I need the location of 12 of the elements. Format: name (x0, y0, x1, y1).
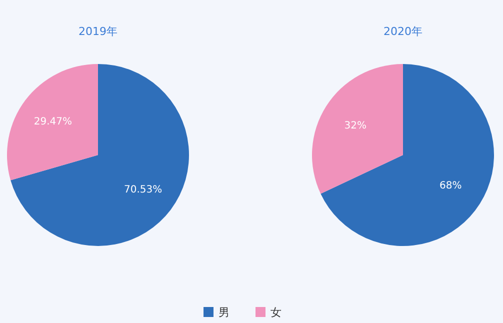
pie-slice (10, 64, 189, 246)
pie-slice (7, 64, 98, 180)
data-label: 29.47% (34, 116, 72, 128)
legend-label: 女 (270, 306, 282, 319)
data-label: 70.53% (124, 184, 162, 196)
chart-title: 2020年 (384, 25, 422, 38)
chart-title: 2019年 (78, 25, 118, 38)
pie-slice (312, 64, 403, 194)
data-label: 32% (344, 120, 366, 132)
legend-label: 男 (218, 306, 230, 319)
pie-slice (320, 64, 494, 246)
data-label: 68% (440, 180, 462, 192)
